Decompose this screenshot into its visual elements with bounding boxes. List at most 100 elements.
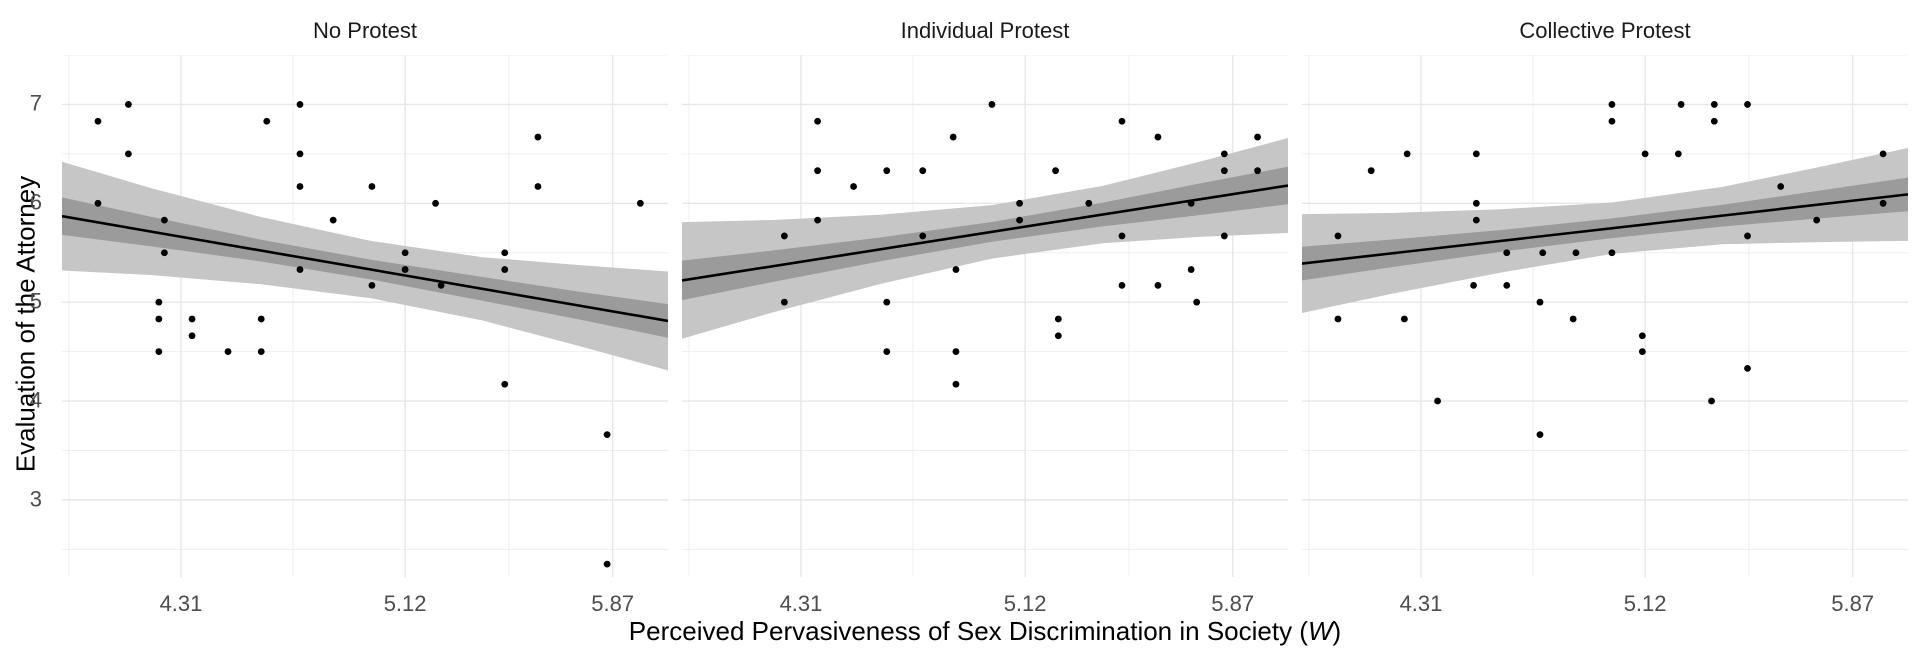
data-point [1334, 315, 1342, 323]
data-point [296, 150, 304, 158]
x-tick-label: 5.12 [1003, 591, 1047, 616]
data-point [949, 133, 957, 141]
data-point [1777, 183, 1785, 190]
data-point [1608, 101, 1616, 108]
data-point [780, 298, 788, 306]
data-point [1118, 232, 1126, 240]
data-point [296, 101, 304, 108]
facet-strip-row: No Protest Individual Protest Collective… [62, 0, 1908, 44]
data-point [1879, 150, 1887, 158]
data-point [368, 183, 376, 190]
data-point [814, 117, 821, 125]
facet-title-collective-protest: Collective Protest [1519, 18, 1691, 43]
panel-individual-protest: 4.31 5.12 5.87 [682, 55, 1288, 616]
data-point [401, 266, 409, 273]
data-point [850, 183, 857, 190]
data-point [1572, 249, 1580, 257]
data-point [1472, 199, 1480, 207]
data-point [501, 380, 509, 388]
x-tick-label: 5.87 [1831, 591, 1875, 616]
panel-no-protest-plot [62, 55, 668, 577]
data-point [1054, 315, 1062, 323]
data-point [1118, 281, 1126, 289]
regression-line [682, 184, 1288, 282]
data-point [814, 167, 821, 175]
data-point [603, 431, 611, 439]
data-point [1536, 431, 1544, 439]
data-point [952, 380, 960, 388]
data-point [883, 348, 891, 355]
data-point [263, 117, 271, 125]
data-point [1608, 249, 1616, 257]
data-point [1154, 281, 1162, 289]
data-point [1744, 364, 1751, 372]
panel-collective-protest: 4.31 5.12 5.87 [1302, 55, 1908, 616]
data-point [1641, 150, 1649, 158]
data-point [534, 133, 542, 141]
data-point [188, 332, 196, 340]
data-point [919, 232, 927, 240]
data-point [1638, 332, 1646, 340]
x-tick-label: 5.87 [591, 591, 635, 616]
data-point [401, 249, 409, 257]
facet-title-individual-protest: Individual Protest [900, 18, 1070, 43]
panel-collective-protest-plot [1302, 55, 1908, 577]
x-tick-label: 5.12 [1623, 591, 1667, 616]
data-point [1638, 348, 1646, 355]
data-point [1744, 232, 1751, 240]
data-point [1187, 199, 1195, 207]
data-point [952, 266, 960, 273]
data-point [636, 199, 644, 207]
x-axis-title-suffix: ) [1332, 616, 1342, 646]
regression-line [1302, 193, 1908, 265]
data-point [1118, 117, 1126, 125]
x-axis-title-moderator-symbol: W [1307, 616, 1333, 646]
data-point [1052, 167, 1059, 175]
data-point [501, 249, 509, 257]
data-point [1400, 315, 1408, 323]
data-point [1220, 150, 1228, 158]
data-point [1569, 315, 1577, 323]
data-point [501, 266, 509, 273]
data-point [1677, 101, 1685, 108]
data-point [1367, 167, 1375, 175]
data-point [125, 101, 132, 108]
data-point [952, 348, 960, 355]
data-point [883, 167, 891, 175]
x-tick-label: 4.31 [779, 591, 823, 616]
data-point [94, 199, 102, 207]
data-point [1085, 199, 1093, 207]
data-point [432, 199, 439, 207]
data-point [1254, 167, 1261, 175]
data-point [437, 281, 445, 289]
x-axis-title-prefix: Perceived Pervasiveness of Sex Discrimin… [628, 616, 1308, 646]
y-tick-label: 6 [29, 189, 42, 215]
data-point [1434, 397, 1441, 405]
data-point [1334, 232, 1342, 240]
data-point [125, 150, 132, 158]
data-point [1539, 249, 1547, 257]
panel-individual-protest-plot [682, 55, 1288, 577]
data-point [1470, 281, 1477, 289]
data-point [1016, 216, 1023, 224]
data-point [155, 298, 163, 306]
facet-title-no-protest: No Protest [313, 18, 417, 43]
data-point [814, 216, 821, 224]
data-point [1193, 298, 1201, 306]
data-point [368, 281, 376, 289]
data-point [1220, 232, 1228, 240]
data-point [1503, 281, 1511, 289]
data-point [1187, 266, 1195, 273]
regression-line [62, 214, 668, 323]
data-point [1154, 133, 1162, 141]
data-point [1054, 332, 1062, 340]
data-point [296, 183, 304, 190]
data-point [919, 167, 927, 175]
data-point [160, 216, 168, 224]
data-point [188, 315, 196, 323]
data-point [1708, 397, 1715, 405]
x-tick-label: 4.31 [159, 591, 203, 616]
data-point [534, 183, 542, 190]
data-point [1813, 216, 1821, 224]
